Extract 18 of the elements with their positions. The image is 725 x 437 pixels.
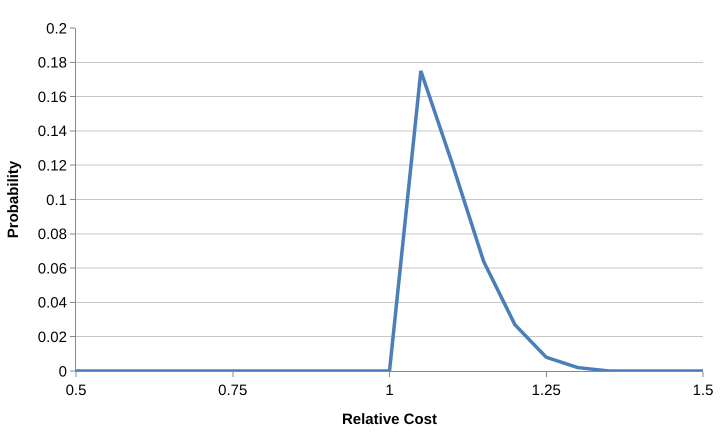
y-axis-title: Probability — [5, 160, 22, 238]
y-tick-label: 0.1 — [46, 192, 67, 209]
y-tick-label: 0.06 — [38, 260, 67, 278]
y-tick-label: 0.12 — [38, 157, 67, 174]
x-tick-label: 1.5 — [692, 382, 714, 399]
y-tick-label: 0.2 — [46, 20, 67, 38]
x-tick-label: 1 — [385, 382, 394, 399]
y-tick-label: 0.14 — [38, 123, 67, 140]
x-tick-label: 0.5 — [66, 382, 86, 399]
x-tick-label: 0.75 — [218, 382, 248, 399]
y-tick-label: 0.08 — [38, 226, 67, 244]
y-tick-label: 0.02 — [38, 328, 67, 346]
y-tick-label: 0.04 — [38, 294, 67, 312]
x-tick-label: 1.25 — [532, 382, 561, 399]
y-tick-label: 0 — [58, 363, 67, 380]
y-tick-label: 0.16 — [38, 88, 67, 106]
x-axis-title: Relative Cost — [342, 411, 438, 428]
y-tick-label: 0.18 — [38, 54, 67, 72]
